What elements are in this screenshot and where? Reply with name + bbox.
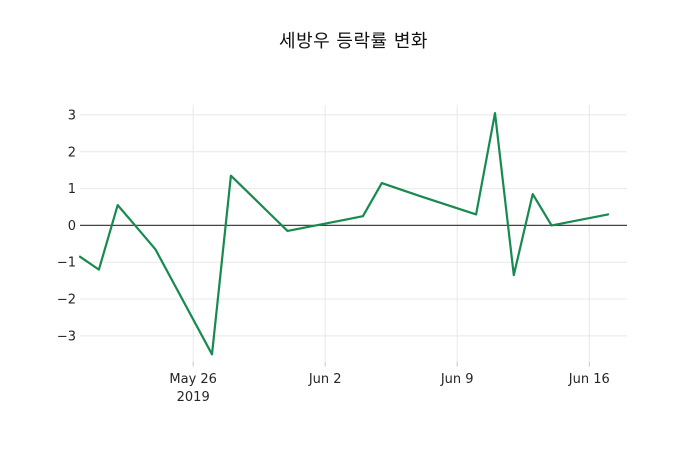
y-tick-label: 2 bbox=[68, 145, 76, 160]
chart-title: 세방우 등락률 변화 bbox=[279, 31, 428, 52]
x-tick-label: Jun 2 bbox=[308, 372, 342, 387]
y-tick-label: −3 bbox=[57, 329, 76, 344]
y-tick-label: 1 bbox=[68, 182, 76, 197]
y-tick-label: −1 bbox=[57, 256, 76, 271]
y-tick-label: 3 bbox=[68, 108, 76, 123]
x-tick-label: May 26 bbox=[169, 372, 217, 387]
y-tick-label: 0 bbox=[68, 219, 76, 234]
x-tick-sublabel: 2019 bbox=[177, 390, 210, 405]
x-tick-label: Jun 16 bbox=[568, 372, 610, 387]
x-tick-label: Jun 9 bbox=[440, 372, 474, 387]
series-line bbox=[78, 111, 610, 356]
y-tick-label: −2 bbox=[57, 293, 76, 308]
